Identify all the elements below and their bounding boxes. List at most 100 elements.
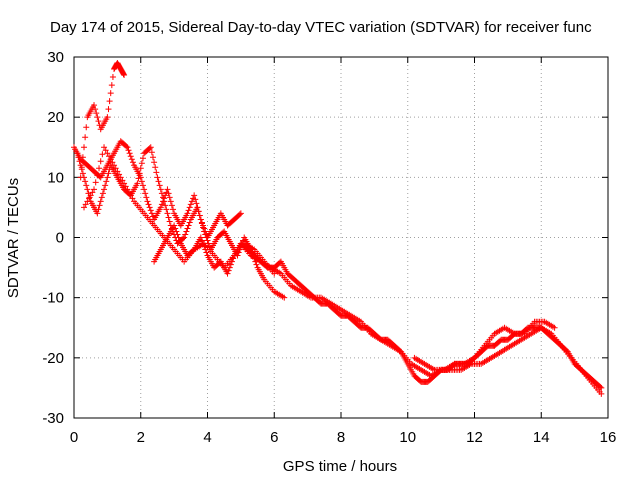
data-point — [127, 192, 134, 199]
data-point — [167, 198, 174, 205]
data-point — [127, 153, 134, 160]
data-point — [236, 211, 243, 218]
y-tick-label: 10 — [47, 169, 64, 186]
data-point — [145, 201, 152, 208]
data-point — [157, 204, 164, 211]
data-point — [84, 186, 91, 193]
y-tick-labels: 30 20 10 0 -10 -20 -30 — [42, 49, 64, 427]
data-point — [138, 160, 145, 167]
data-point — [121, 72, 128, 79]
data-point — [139, 155, 146, 162]
data-point — [104, 114, 111, 121]
data-point — [187, 201, 194, 208]
data-point — [253, 261, 260, 268]
data-point — [135, 175, 142, 182]
x-tick-label: 10 — [399, 429, 416, 446]
data-point — [105, 106, 112, 113]
data-point — [176, 237, 183, 244]
data-point — [147, 207, 154, 214]
data-point — [101, 186, 108, 193]
data-point — [104, 150, 111, 157]
data-point — [185, 222, 192, 229]
data-point — [108, 82, 115, 89]
data-point — [203, 249, 210, 256]
data-point — [165, 214, 172, 221]
data-point — [226, 264, 233, 271]
data-point — [193, 200, 200, 207]
data-point — [160, 194, 166, 201]
y-tick-label: -20 — [42, 350, 64, 367]
y-tick-label: -30 — [42, 410, 64, 427]
series-track-6 — [237, 240, 605, 397]
data-point — [190, 247, 197, 254]
data-point — [192, 196, 199, 203]
data-point — [94, 172, 101, 179]
data-point — [82, 134, 89, 141]
x-tick-label: 4 — [203, 429, 211, 446]
data-point — [106, 153, 113, 160]
data-point — [165, 190, 172, 197]
data-point — [78, 164, 85, 171]
data-point — [96, 165, 103, 172]
data-point — [224, 270, 231, 277]
data-point — [103, 178, 110, 185]
data-point — [116, 171, 123, 178]
data-point — [81, 204, 88, 211]
data-point — [120, 71, 127, 78]
data-point — [200, 224, 207, 231]
data-point — [109, 159, 116, 166]
data-point — [114, 168, 121, 175]
data-point — [125, 147, 132, 154]
data-point — [82, 201, 89, 208]
data-point — [102, 182, 109, 189]
data-point — [134, 180, 141, 187]
data-point — [227, 261, 234, 268]
data-point — [196, 212, 203, 219]
data-point — [163, 206, 170, 213]
data-point — [182, 231, 189, 238]
data-point — [200, 240, 207, 247]
series-track-7 — [411, 318, 558, 373]
data-point — [91, 102, 98, 109]
data-point — [121, 180, 128, 187]
data-point — [124, 144, 131, 151]
data-point — [76, 158, 83, 165]
data-point — [81, 144, 88, 151]
data-point — [204, 237, 211, 244]
x-tick-label: 0 — [70, 429, 78, 446]
chart-title-group: Day 174 of 2015, Sidereal Day-to-day VTE… — [50, 19, 592, 36]
data-point — [155, 178, 162, 185]
data-point — [129, 195, 136, 202]
data-point — [175, 234, 182, 241]
data-point — [198, 220, 205, 227]
data-point — [152, 164, 159, 171]
data-point — [74, 150, 81, 157]
data-point — [203, 234, 210, 241]
data-point — [164, 186, 171, 193]
data-point — [170, 206, 177, 213]
data-point — [109, 74, 116, 81]
data-point — [201, 228, 208, 235]
data-point — [597, 383, 604, 390]
y-tick-label: 30 — [47, 49, 64, 66]
data-point — [83, 182, 90, 189]
data-point — [122, 183, 129, 190]
data-point — [158, 190, 165, 197]
data-point — [202, 231, 209, 238]
x-tick-label: 14 — [533, 429, 550, 446]
x-tick-labels: 0 2 4 6 8 10 12 14 16 — [70, 429, 617, 446]
data-point — [185, 207, 192, 214]
data-point — [77, 174, 84, 181]
data-point — [174, 231, 181, 238]
data-point — [148, 210, 155, 217]
data-point — [161, 198, 168, 205]
data-point — [119, 177, 126, 184]
data-point — [156, 182, 163, 189]
data-point — [129, 159, 136, 166]
data-point — [237, 210, 244, 217]
y-tick-label: 0 — [56, 230, 64, 247]
data-point — [82, 178, 89, 185]
data-point — [142, 190, 149, 197]
data-point — [197, 216, 204, 223]
